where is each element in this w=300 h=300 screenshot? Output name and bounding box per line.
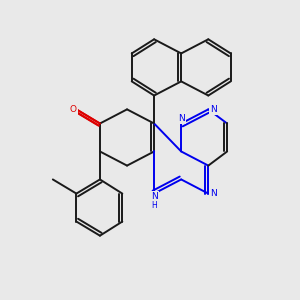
Text: O: O [69,105,76,114]
Text: H: H [151,201,157,210]
Text: N: N [151,192,158,201]
Text: N: N [210,105,217,114]
Text: N: N [210,189,217,198]
Text: N: N [178,114,184,123]
